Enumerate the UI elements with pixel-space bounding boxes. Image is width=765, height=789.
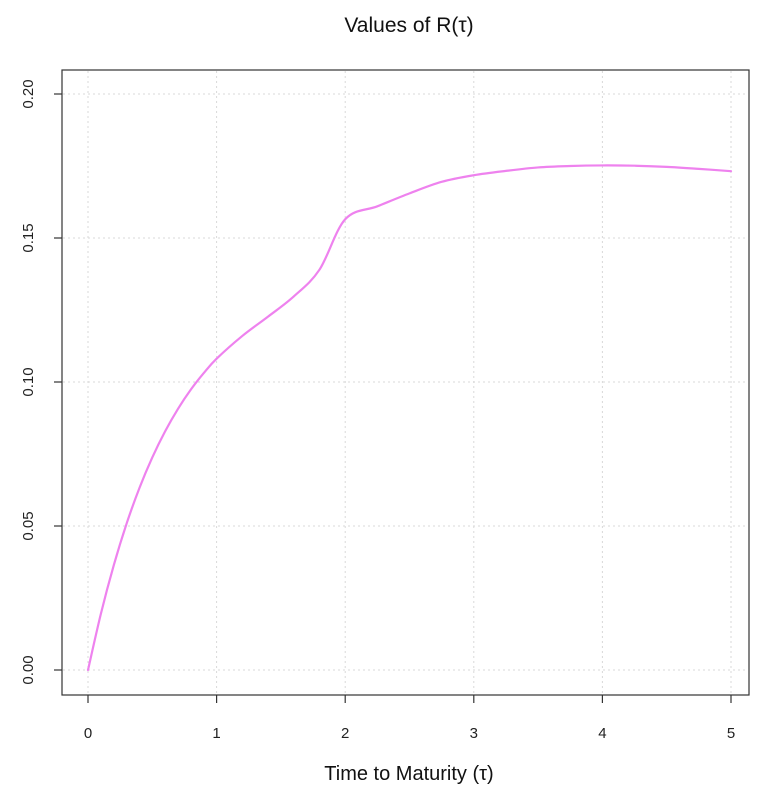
chart-title: Values of R(τ) [344, 14, 473, 37]
x-tick-label: 4 [598, 725, 606, 742]
x-tick-label: 3 [470, 725, 478, 742]
x-tick-label: 2 [341, 725, 349, 742]
x-tick-label: 5 [727, 725, 735, 742]
x-axis-title: Time to Maturity (τ) [324, 763, 493, 785]
series-line-0 [86, 164, 733, 672]
y-tick-label: 0.00 [20, 655, 37, 684]
y-tick-label: 0.10 [20, 367, 37, 396]
x-tick-label: 1 [212, 725, 220, 742]
grid-layer [63, 71, 748, 694]
series-layer [86, 164, 733, 672]
y-tick-label: 0.05 [20, 511, 37, 540]
y-tick-label: 0.20 [20, 79, 37, 108]
plot-frame [61, 69, 750, 696]
y-tick-label: 0.15 [20, 223, 37, 252]
tick-layer: 0 1 2 3 4 5 0.00 0.05 0.10 0.15 0.20 [20, 79, 735, 742]
x-tick-label: 0 [84, 725, 92, 742]
